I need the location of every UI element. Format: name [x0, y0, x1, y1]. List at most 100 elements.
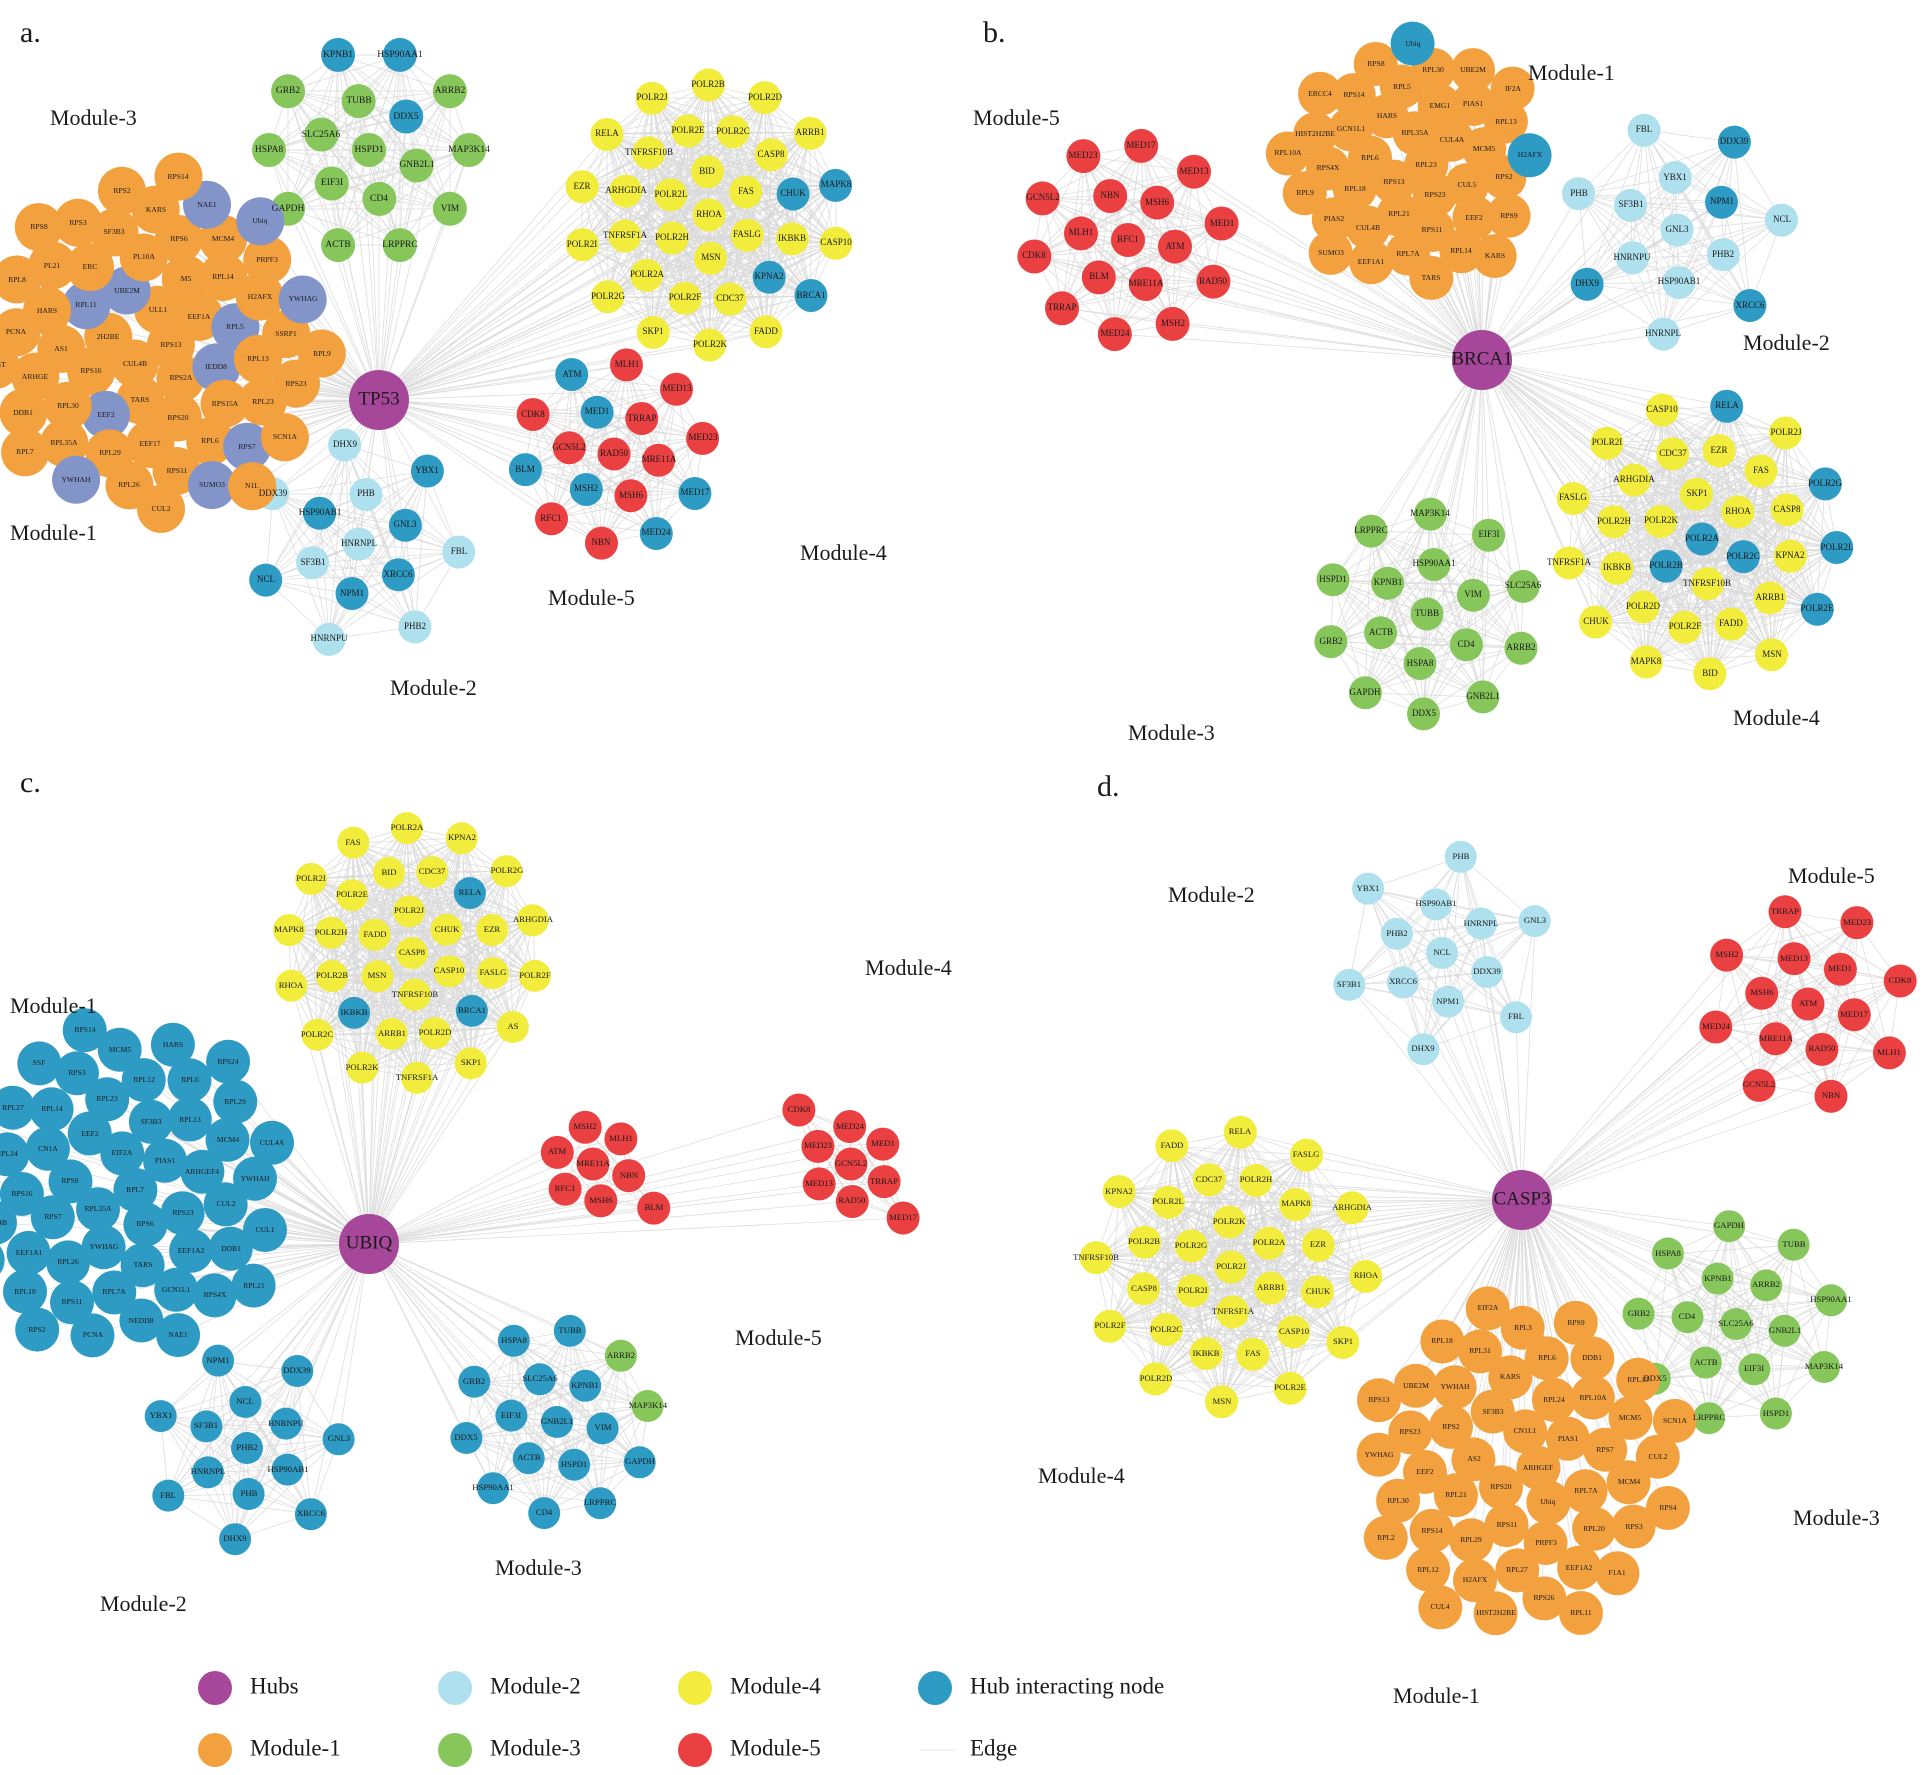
svg-text:MRE11A: MRE11A	[1129, 278, 1164, 288]
svg-text:MSH2: MSH2	[1161, 318, 1185, 328]
svg-text:RPS24: RPS24	[217, 1057, 238, 1066]
svg-text:MAPK8: MAPK8	[821, 179, 852, 189]
svg-text:CDC37: CDC37	[1659, 448, 1687, 458]
svg-text:ARHGEF: ARHGEF	[1523, 1463, 1553, 1472]
svg-text:LRPPRC: LRPPRC	[1354, 525, 1388, 535]
svg-text:Module-3: Module-3	[50, 105, 137, 130]
svg-text:MED13: MED13	[805, 1178, 833, 1188]
svg-text:Module-5: Module-5	[735, 1325, 822, 1350]
svg-text:H2AFX: H2AFX	[1518, 150, 1543, 159]
svg-text:YWHAG: YWHAG	[288, 294, 318, 303]
svg-text:ATM: ATM	[1165, 241, 1184, 251]
svg-text:TNFRSF1A: TNFRSF1A	[1547, 557, 1592, 567]
svg-text:KPNA2: KPNA2	[448, 832, 476, 842]
svg-text:RPL26: RPL26	[118, 480, 140, 489]
svg-text:TNFRSF10B: TNFRSF10B	[392, 989, 439, 999]
svg-text:VIM: VIM	[1464, 589, 1482, 599]
svg-text:RPL11: RPL11	[1570, 1608, 1591, 1617]
svg-text:Module-1: Module-1	[1393, 1683, 1480, 1708]
svg-text:MAP3K14: MAP3K14	[1805, 1361, 1844, 1371]
svg-text:RPL29: RPL29	[1460, 1535, 1482, 1544]
svg-text:POLR2C: POLR2C	[1150, 1324, 1182, 1334]
svg-text:GRB2: GRB2	[1628, 1308, 1650, 1318]
svg-text:NCL: NCL	[1773, 214, 1791, 224]
svg-text:EIF2A: EIF2A	[112, 1148, 133, 1157]
svg-text:RPL21: RPL21	[1388, 209, 1410, 218]
svg-text:FASLG: FASLG	[733, 229, 761, 239]
svg-text:ARHGDIA: ARHGDIA	[1613, 474, 1655, 484]
svg-text:Module-4: Module-4	[730, 1673, 821, 1698]
svg-text:ERCC4: ERCC4	[1308, 89, 1332, 98]
svg-text:HSP90AA1: HSP90AA1	[1412, 558, 1455, 568]
svg-text:TNFRSF10B: TNFRSF10B	[1683, 578, 1731, 588]
svg-text:NBN: NBN	[620, 1170, 639, 1180]
svg-text:Module-2: Module-2	[100, 1591, 187, 1616]
svg-text:c.: c.	[20, 766, 41, 799]
svg-text:GCN5L2: GCN5L2	[835, 1158, 867, 1168]
svg-text:EIF3I: EIF3I	[1479, 529, 1500, 539]
svg-text:POLR2K: POLR2K	[1213, 1216, 1246, 1226]
svg-text:MCM4: MCM4	[212, 234, 235, 243]
svg-text:TARS: TARS	[134, 1260, 153, 1269]
svg-text:PCNA: PCNA	[6, 327, 27, 336]
svg-text:YWHAH: YWHAH	[61, 475, 91, 484]
svg-text:POLR2K: POLR2K	[1644, 515, 1679, 525]
svg-text:HSP90AA1: HSP90AA1	[377, 50, 423, 60]
svg-text:TARS: TARS	[1422, 273, 1441, 282]
svg-text:CASP8: CASP8	[1773, 504, 1801, 514]
svg-text:RPS11: RPS11	[167, 466, 188, 475]
svg-text:MSH2: MSH2	[574, 483, 598, 493]
svg-text:MED24: MED24	[1101, 328, 1130, 338]
svg-text:DDB1: DDB1	[221, 1244, 241, 1253]
svg-text:PRPF3: PRPF3	[256, 255, 278, 264]
svg-text:RPL21: RPL21	[243, 1281, 265, 1290]
svg-text:RPL6: RPL6	[1361, 153, 1379, 162]
svg-text:Ubiq: Ubiq	[252, 216, 267, 225]
svg-text:RPL5: RPL5	[226, 322, 244, 331]
svg-text:MCM5: MCM5	[109, 1045, 132, 1054]
svg-text:HSPD1: HSPD1	[1319, 574, 1347, 584]
svg-text:RPS8: RPS8	[61, 1176, 79, 1185]
svg-text:DDX39: DDX39	[1473, 966, 1501, 976]
svg-text:MED17: MED17	[1127, 140, 1156, 150]
svg-text:RPL8: RPL8	[8, 275, 26, 284]
svg-text:CASP8: CASP8	[757, 149, 785, 159]
svg-text:CUL5: CUL5	[1458, 180, 1477, 189]
svg-text:RPS13: RPS13	[160, 340, 181, 349]
svg-text:RPS13: RPS13	[1368, 1395, 1389, 1404]
svg-text:RPS3: RPS3	[69, 218, 87, 227]
svg-text:DHX9: DHX9	[223, 1533, 246, 1543]
svg-text:RHOA: RHOA	[696, 209, 722, 219]
svg-text:MED13: MED13	[663, 383, 692, 393]
svg-text:RHOA: RHOA	[1354, 1270, 1379, 1280]
svg-text:POLR2J: POLR2J	[394, 905, 425, 915]
svg-text:BID: BID	[699, 166, 715, 176]
svg-text:RPS6: RPS6	[170, 234, 188, 243]
svg-text:GRB2: GRB2	[463, 1376, 485, 1386]
svg-text:NPM1: NPM1	[1710, 196, 1734, 206]
svg-text:MED1: MED1	[585, 406, 610, 416]
svg-text:RPL12: RPL12	[1417, 1565, 1439, 1574]
svg-text:POLR2I: POLR2I	[567, 239, 598, 249]
svg-text:IKBKB: IKBKB	[1603, 562, 1631, 572]
svg-text:RPL23: RPL23	[1415, 160, 1437, 169]
svg-text:KPNB1: KPNB1	[1704, 1273, 1732, 1283]
svg-text:RPS26: RPS26	[1533, 1593, 1554, 1602]
svg-text:POLR2C: POLR2C	[301, 1029, 334, 1039]
svg-text:Module-1: Module-1	[1528, 60, 1615, 85]
svg-text:Module-1: Module-1	[250, 1735, 341, 1760]
svg-text:PHB2: PHB2	[404, 621, 426, 631]
svg-text:Module-3: Module-3	[1128, 720, 1215, 745]
svg-text:PHB: PHB	[241, 1488, 258, 1498]
svg-text:CDC37: CDC37	[1196, 1174, 1223, 1184]
svg-text:EZR: EZR	[574, 181, 591, 191]
svg-text:HARS: HARS	[1377, 111, 1397, 120]
svg-text:H2AFX: H2AFX	[248, 292, 273, 301]
svg-text:SKP1: SKP1	[1686, 488, 1707, 498]
svg-text:BLM: BLM	[515, 464, 535, 474]
svg-text:TUBB: TUBB	[346, 96, 371, 106]
svg-text:MED1: MED1	[871, 1138, 895, 1148]
svg-text:NPM1: NPM1	[1436, 996, 1459, 1006]
svg-text:GNL3: GNL3	[328, 1433, 350, 1443]
svg-text:GAPDH: GAPDH	[272, 204, 305, 214]
